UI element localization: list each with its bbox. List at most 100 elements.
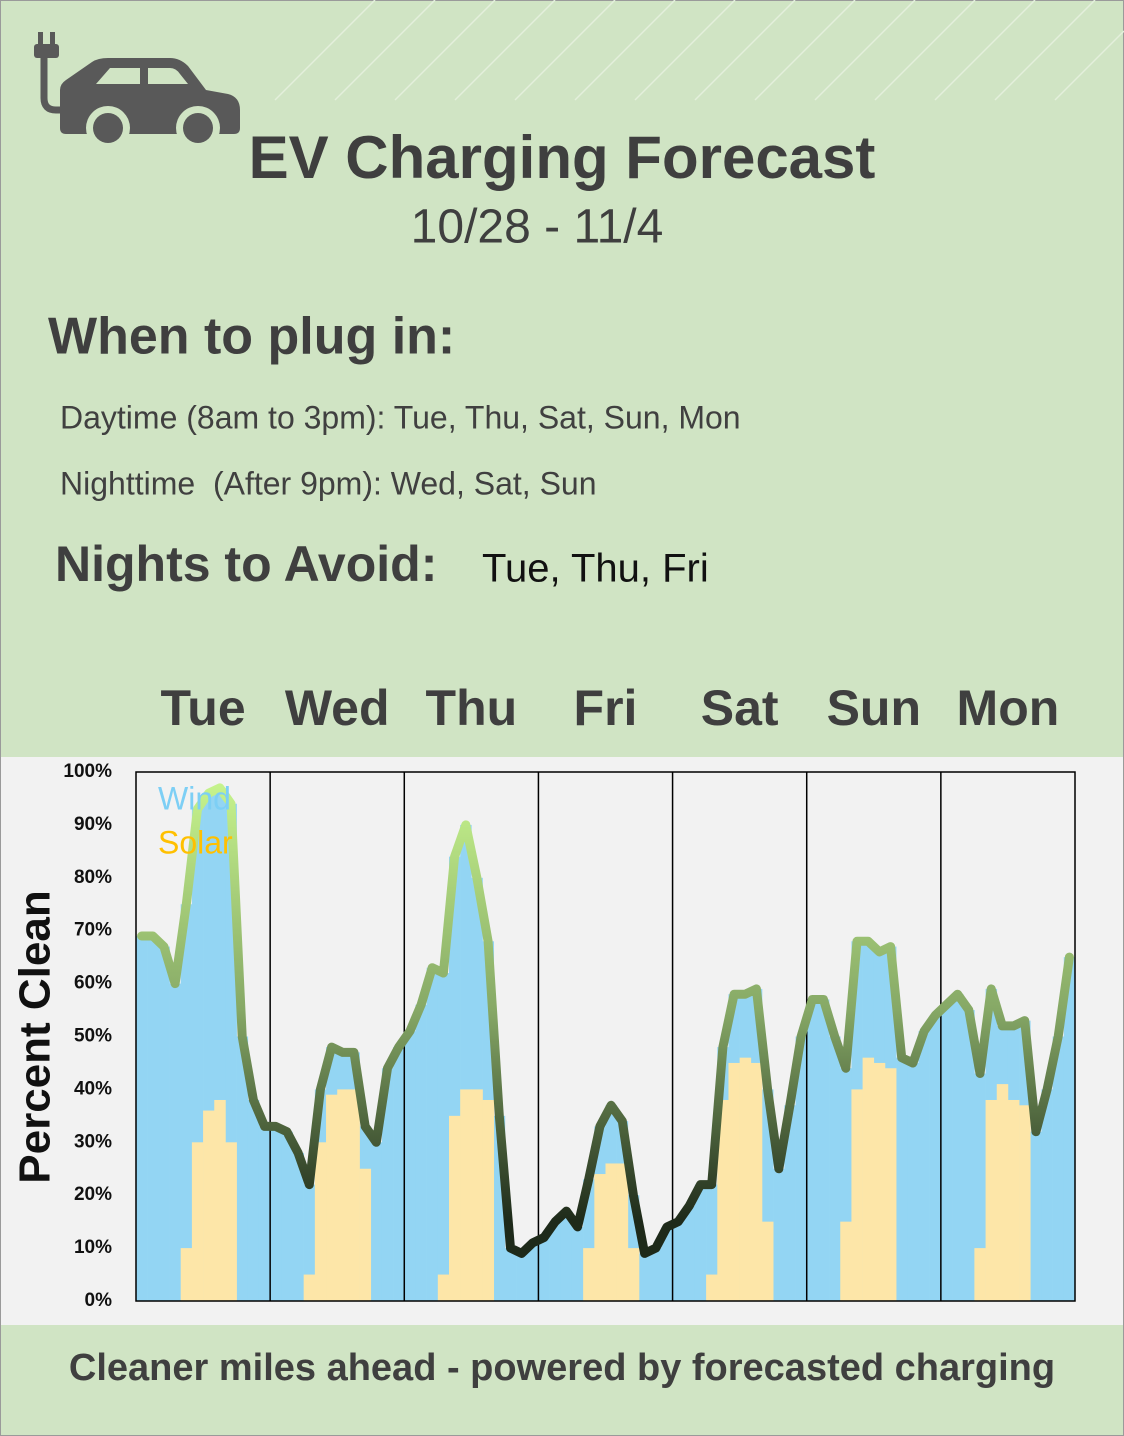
y-tick-label: 100% <box>63 761 112 782</box>
bar <box>896 1057 908 1301</box>
bar <box>739 1057 752 1301</box>
bar <box>639 1253 651 1301</box>
y-tick-label: 80% <box>74 867 112 888</box>
bar <box>214 1099 226 1301</box>
legend-entry: Solar <box>158 824 233 860</box>
bar <box>314 1142 327 1301</box>
day-label: Sun <box>827 680 921 736</box>
y-tick-label: 90% <box>74 814 112 835</box>
day-label: Sat <box>701 680 779 736</box>
subtitle: 10/28 - 11/4 <box>411 201 664 254</box>
y-tick-label: 10% <box>74 1237 112 1258</box>
bar <box>694 1184 707 1301</box>
day-label: Fri <box>574 680 638 736</box>
bar <box>974 1073 986 1301</box>
bar <box>963 1010 975 1301</box>
car-icon <box>34 32 240 150</box>
bar <box>549 1221 562 1301</box>
avoid-days: Tue, Thu, Fri <box>482 547 709 591</box>
bar <box>404 1031 416 1301</box>
bar <box>449 856 461 1301</box>
bar <box>717 1099 729 1301</box>
bar <box>504 1248 517 1301</box>
bar <box>627 1248 640 1301</box>
bar <box>191 1142 204 1301</box>
bar <box>806 999 819 1301</box>
bar <box>191 809 204 1301</box>
bar <box>650 1248 662 1301</box>
bar <box>672 1221 685 1301</box>
bar <box>1030 1131 1042 1301</box>
bar <box>616 1163 629 1301</box>
bar <box>538 1237 550 1301</box>
bar <box>1052 1036 1065 1301</box>
bar <box>940 1004 953 1301</box>
bar <box>236 1036 249 1301</box>
bar <box>337 1089 349 1301</box>
bar <box>974 1248 986 1301</box>
day-label: Wed <box>285 680 390 736</box>
clean-line <box>137 783 1074 1258</box>
y-tick-label: 40% <box>74 1078 112 1099</box>
bar <box>158 946 170 1301</box>
y-tick-label: 30% <box>74 1131 112 1152</box>
y-tick-label: 50% <box>74 1026 112 1047</box>
bar <box>840 1068 852 1301</box>
bar <box>348 1089 360 1301</box>
bar <box>594 1174 606 1301</box>
plug-heading: When to plug in: <box>48 308 455 366</box>
footer: Cleaner miles ahead - powered by forecas… <box>69 1347 1055 1389</box>
legend-entry: Wind <box>158 780 231 816</box>
bar <box>762 1089 774 1301</box>
bar <box>560 1211 573 1301</box>
bar <box>449 1115 461 1301</box>
bar <box>851 1089 863 1301</box>
bar <box>762 1221 774 1301</box>
bar <box>303 1274 316 1301</box>
bar <box>683 1205 696 1301</box>
bar <box>393 1047 405 1301</box>
y-tick-label: 70% <box>74 920 112 941</box>
bar <box>873 1062 886 1301</box>
bar <box>225 1142 237 1301</box>
avoid-heading: Nights to Avoid: <box>55 536 437 592</box>
bar <box>706 1184 718 1301</box>
bar <box>571 1226 584 1301</box>
bar <box>303 1184 316 1301</box>
bar <box>773 1168 785 1301</box>
bar <box>516 1253 528 1301</box>
bar <box>136 935 148 1301</box>
bar <box>750 1062 763 1301</box>
bar <box>381 1068 394 1301</box>
day-label: Thu <box>426 680 518 736</box>
bar <box>482 1099 495 1301</box>
bar <box>270 1126 282 1301</box>
bar <box>661 1226 673 1301</box>
bar <box>527 1242 539 1301</box>
bar <box>952 994 964 1301</box>
stripes <box>274 0 1124 101</box>
y-tick-label: 0% <box>85 1290 113 1311</box>
bar <box>918 1031 930 1301</box>
bar <box>493 1115 506 1301</box>
day-label: Tue <box>160 680 245 736</box>
bar <box>985 1099 998 1301</box>
bar <box>996 1084 1009 1301</box>
bar <box>180 904 193 1301</box>
bar <box>840 1221 852 1301</box>
bar <box>169 983 182 1301</box>
bar <box>370 1142 383 1301</box>
bar <box>929 1015 942 1301</box>
bar <box>359 1168 372 1301</box>
bar <box>437 1274 450 1301</box>
title: EV Charging Forecast <box>249 124 876 191</box>
bar <box>817 999 830 1301</box>
bar <box>795 1036 808 1301</box>
bar <box>706 1274 718 1301</box>
daytime-text: Daytime (8am to 3pm): Tue, Thu, Sat, Sun… <box>60 399 741 435</box>
bar <box>203 793 215 1301</box>
bar <box>829 1036 841 1301</box>
bar <box>147 935 159 1301</box>
